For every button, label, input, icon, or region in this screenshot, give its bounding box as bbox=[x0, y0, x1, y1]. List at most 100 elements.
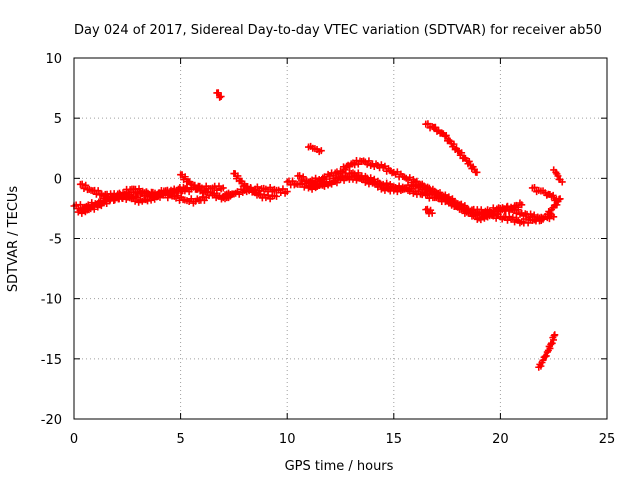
plot-frame bbox=[73, 57, 608, 420]
data-point-run bbox=[542, 348, 551, 360]
series-track-o bbox=[550, 166, 566, 186]
data-point bbox=[518, 201, 526, 209]
axis-ticks: 0 5 10 15 20 25 10 5 0 -5 -10 -15 -20 bbox=[41, 52, 616, 447]
data-point bbox=[556, 195, 564, 203]
series-track-m bbox=[422, 205, 436, 218]
data-point-run bbox=[442, 131, 454, 145]
data-point-run bbox=[545, 340, 555, 352]
series-track-k bbox=[305, 142, 325, 156]
data-point-run bbox=[78, 180, 93, 194]
data-point bbox=[317, 147, 325, 155]
data-point-run bbox=[370, 179, 385, 193]
y-tick-label: -5 bbox=[49, 233, 62, 248]
x-axis-label: GPS time / hours bbox=[285, 459, 394, 474]
data-point-run bbox=[108, 193, 123, 204]
data-point-run bbox=[328, 168, 343, 180]
data-point-run bbox=[509, 213, 524, 227]
data-point-run bbox=[210, 189, 225, 203]
data-points bbox=[70, 89, 566, 371]
data-point bbox=[473, 168, 481, 176]
data-point-run bbox=[129, 194, 144, 206]
data-point-run bbox=[509, 206, 524, 218]
data-point-run bbox=[519, 210, 535, 221]
data-point-run bbox=[413, 187, 428, 199]
data-point-run bbox=[461, 154, 473, 168]
data-point-run bbox=[296, 172, 311, 185]
data-point-run bbox=[140, 193, 155, 205]
x-tick-label: 25 bbox=[599, 432, 616, 447]
x-tick-label: 15 bbox=[386, 432, 403, 447]
y-tick-label: 5 bbox=[54, 112, 62, 127]
grid-lines bbox=[74, 58, 607, 419]
data-point-run bbox=[214, 89, 224, 101]
data-point-run bbox=[360, 157, 375, 169]
data-point-run bbox=[151, 189, 166, 203]
data-point bbox=[219, 184, 227, 192]
data-point-run bbox=[543, 190, 554, 199]
y-tick-label: -20 bbox=[41, 413, 62, 428]
data-point-run bbox=[549, 201, 558, 212]
x-tick-label: 20 bbox=[492, 432, 509, 447]
data-point bbox=[550, 213, 558, 221]
data-point-run bbox=[275, 185, 289, 197]
series-track-q bbox=[535, 331, 559, 371]
data-point bbox=[273, 192, 281, 200]
data-point bbox=[283, 188, 291, 196]
data-point bbox=[554, 172, 562, 180]
chart-title: Day 024 of 2017, Sidereal Day-to-day VTE… bbox=[74, 23, 602, 38]
data-point-run bbox=[370, 160, 385, 172]
data-point-run bbox=[87, 200, 102, 213]
data-point-run bbox=[193, 193, 208, 205]
data-point-run bbox=[338, 173, 353, 184]
data-point-run bbox=[466, 205, 481, 217]
data-point-run bbox=[183, 195, 197, 207]
data-point-run bbox=[119, 191, 134, 203]
data-point bbox=[539, 215, 547, 223]
series-track-j bbox=[305, 172, 547, 224]
data-point-run bbox=[449, 140, 460, 154]
data-point-run bbox=[531, 183, 541, 196]
x-tick-label: 5 bbox=[176, 432, 184, 447]
y-tick-label: 0 bbox=[54, 172, 62, 187]
data-point-run bbox=[545, 208, 554, 217]
data-point-run bbox=[536, 360, 545, 370]
data-point-run bbox=[89, 186, 104, 199]
data-point bbox=[551, 331, 559, 339]
data-point-run bbox=[424, 120, 434, 132]
data-point-run bbox=[424, 183, 439, 198]
data-point-run bbox=[211, 182, 225, 194]
data-point-run bbox=[200, 188, 215, 200]
data-point-run bbox=[537, 187, 547, 195]
data-point-run bbox=[392, 184, 407, 196]
data-point-run bbox=[232, 185, 247, 198]
data-point-run bbox=[499, 203, 513, 215]
data-point-run bbox=[539, 353, 548, 364]
data-point bbox=[558, 178, 566, 186]
x-tick-label: 10 bbox=[279, 432, 296, 447]
x-tick-label: 0 bbox=[70, 432, 78, 447]
data-point-run bbox=[349, 172, 364, 184]
data-point-run bbox=[436, 129, 447, 138]
series-track-f bbox=[230, 170, 281, 203]
data-point-run bbox=[253, 190, 268, 202]
y-tick-label: -15 bbox=[41, 353, 62, 368]
data-point bbox=[428, 209, 436, 217]
y-tick-label: 10 bbox=[45, 52, 62, 67]
series-track-l bbox=[422, 120, 481, 176]
data-point-run bbox=[264, 183, 278, 196]
y-tick-label: -10 bbox=[41, 293, 62, 308]
data-point bbox=[183, 184, 191, 192]
series-track-g bbox=[213, 89, 225, 101]
data-point-run bbox=[430, 123, 441, 135]
data-point bbox=[454, 147, 462, 155]
data-point-run bbox=[338, 161, 354, 176]
data-point-run bbox=[131, 185, 147, 197]
data-point bbox=[217, 93, 225, 101]
data-point-run bbox=[381, 184, 396, 195]
data-point-run bbox=[413, 181, 428, 193]
data-point-run bbox=[477, 206, 492, 217]
series-track-p bbox=[543, 195, 564, 218]
series-track-c bbox=[74, 189, 210, 217]
